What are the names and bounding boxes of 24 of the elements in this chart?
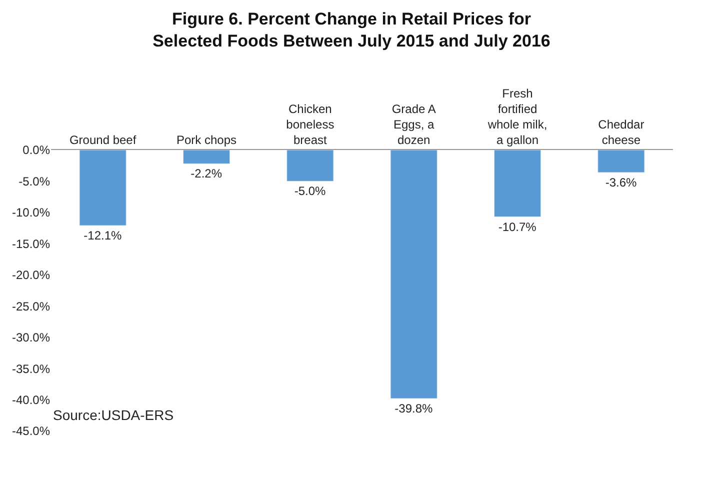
chart-title: Figure 6. Percent Change in Retail Prices for Selected Foods Between July 2015 and July 2016: [152, 10, 550, 51]
x-tick-label: Cheddar cheese: [598, 118, 644, 148]
data-label: -2.2%: [190, 166, 222, 181]
x-tick-label: Chicken boneless breast: [286, 102, 334, 148]
y-tick-label: -20.0%: [12, 268, 50, 282]
data-label: -3.6%: [605, 175, 638, 190]
y-tick-label: -45.0%: [12, 424, 50, 438]
data-label: -12.1%: [84, 228, 122, 243]
x-tick-label: Pork chops: [176, 133, 237, 148]
y-tick-label: -30.0%: [12, 330, 50, 345]
data-label: -39.8%: [394, 402, 434, 416]
x-tick-label: Grade A Eggs, a dozen: [392, 102, 436, 148]
annotation: Source:USDA-ERS: [53, 407, 174, 423]
x-tick-label: Ground beef: [69, 133, 137, 148]
y-tick-label: -25.0%: [12, 299, 50, 314]
x-tick-label: Fresh fortified whole milk, a gallon: [486, 86, 548, 148]
y-tick-label: 0.0%: [22, 143, 50, 158]
y-tick-label: -40.0%: [12, 392, 50, 407]
y-tick-label: -35.0%: [12, 362, 50, 376]
data-label: -5.0%: [294, 184, 326, 198]
data-label: -10.7%: [498, 220, 537, 234]
y-tick-label: -10.0%: [12, 206, 50, 220]
y-tick-label: -15.0%: [12, 236, 50, 251]
y-tick-label: -5.0%: [18, 174, 50, 188]
